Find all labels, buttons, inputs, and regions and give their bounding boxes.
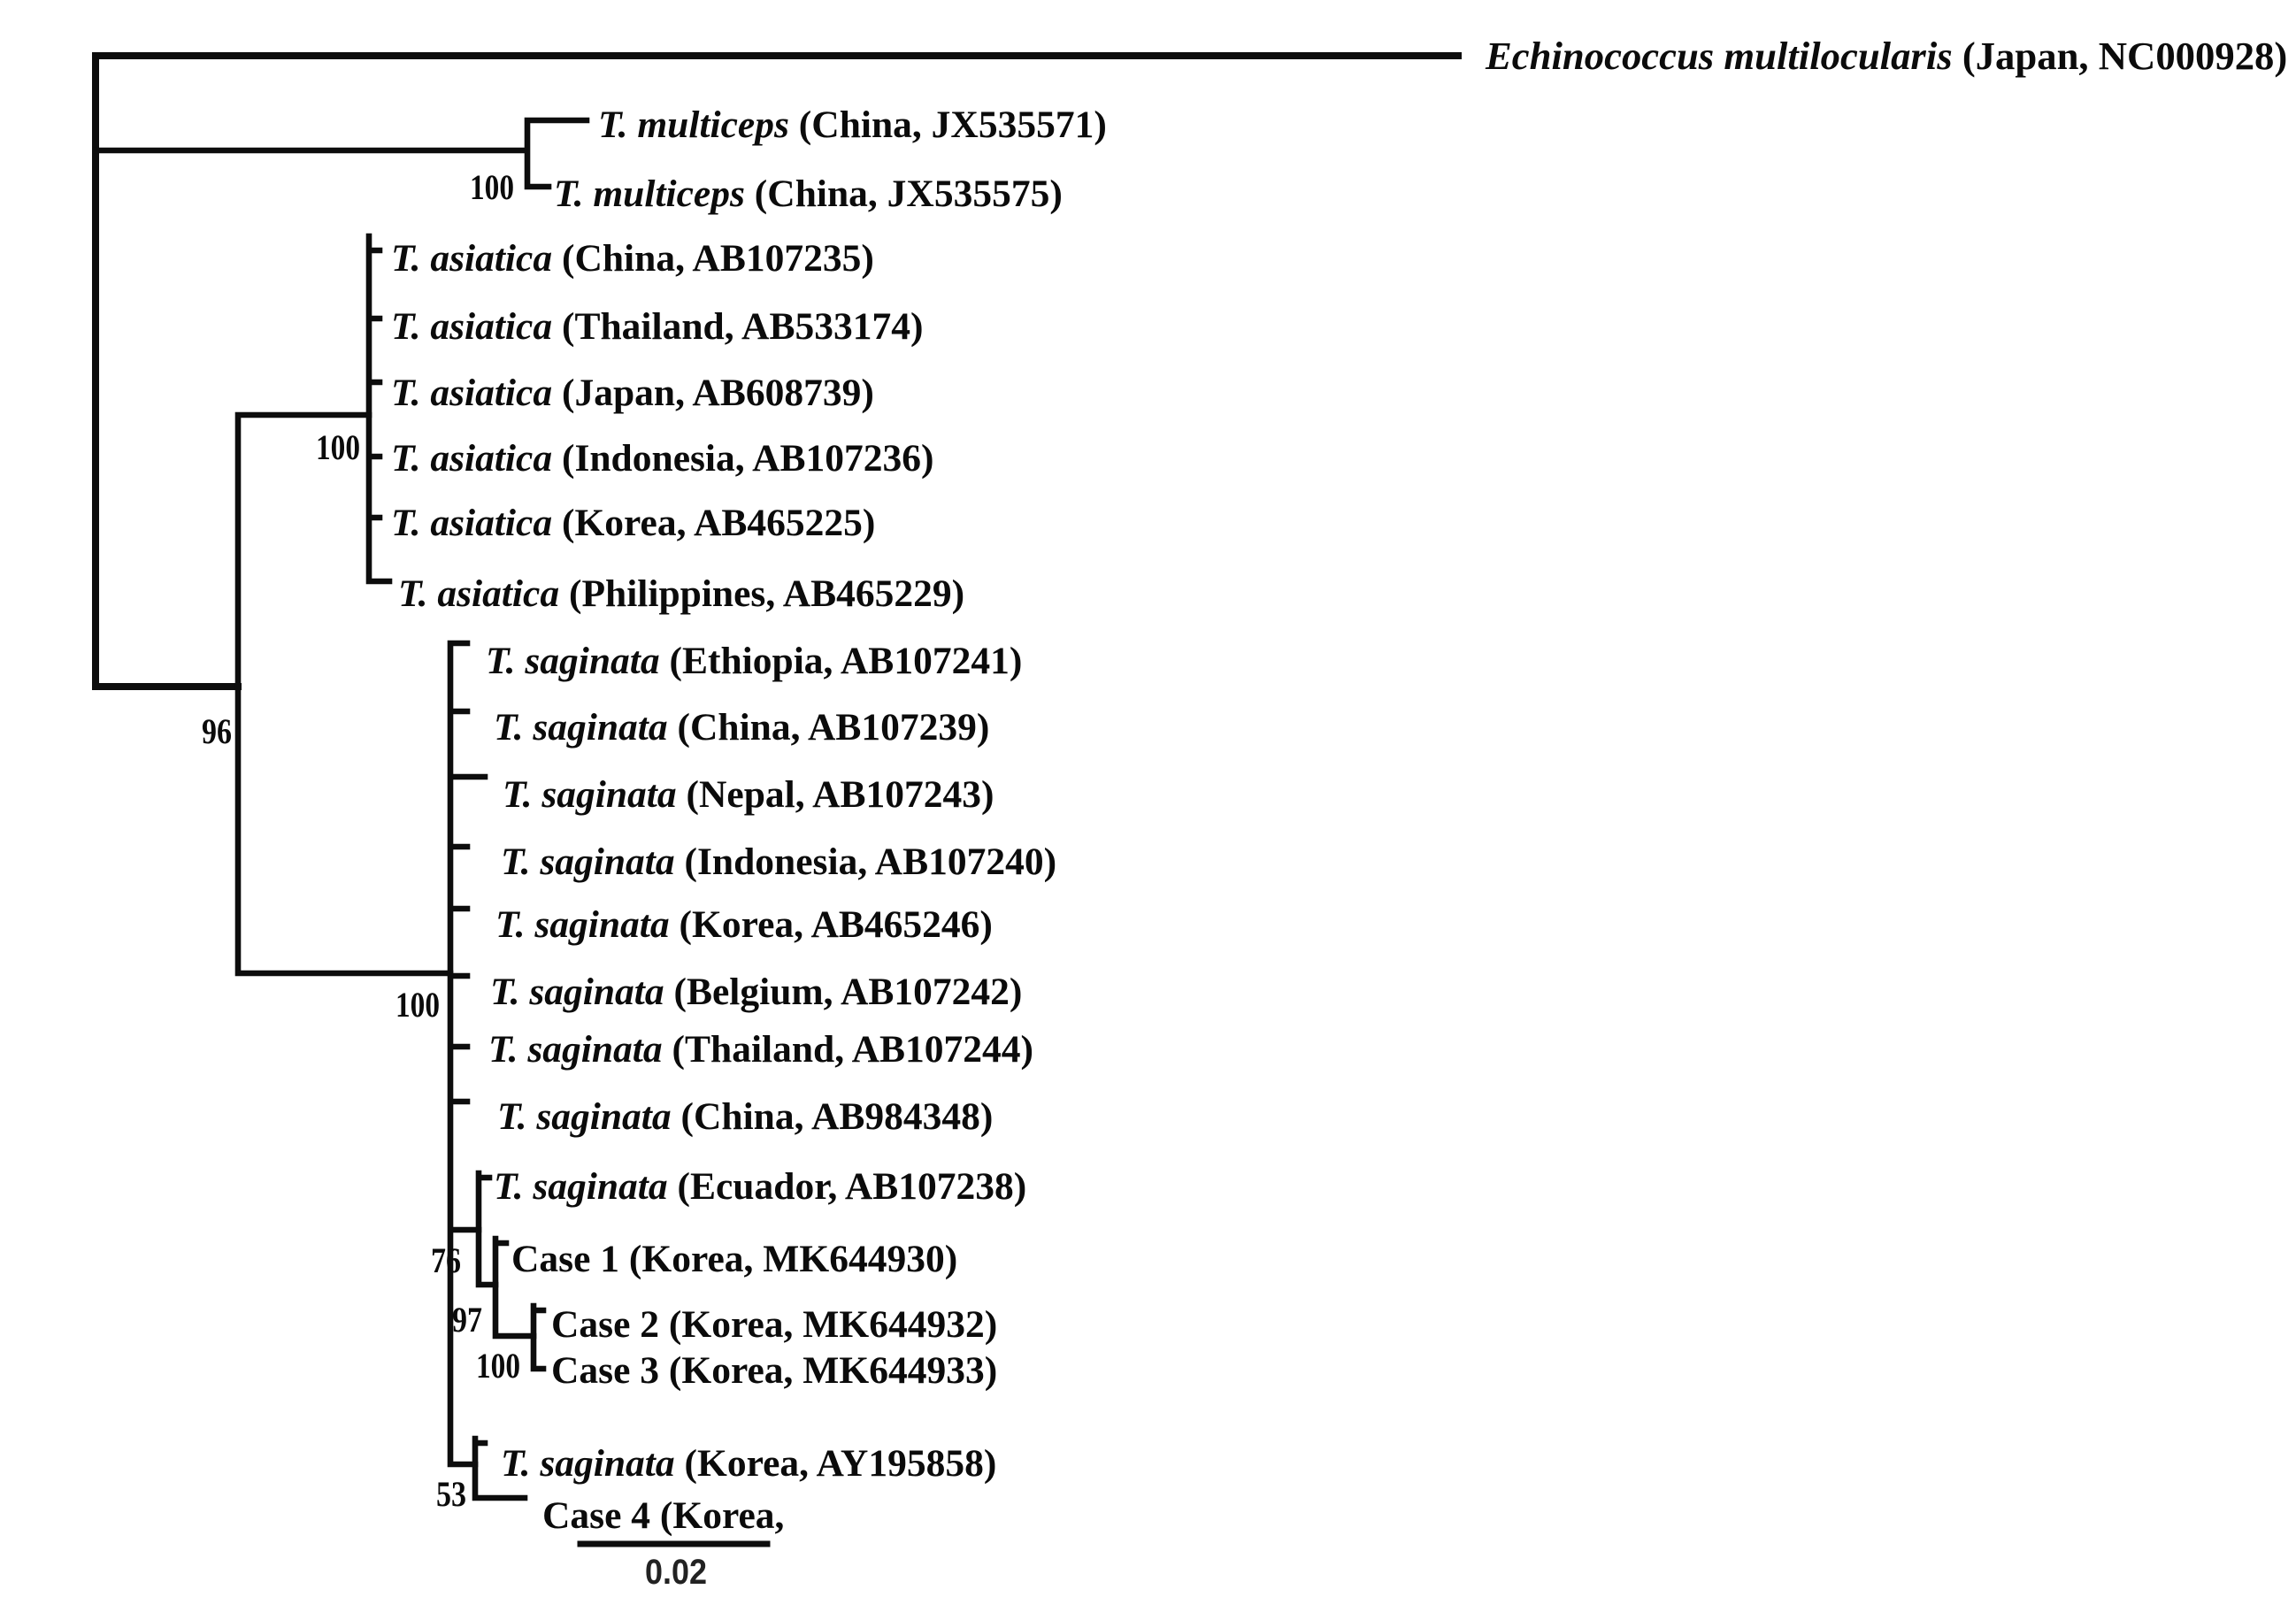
- svg-text:53: 53: [436, 1474, 466, 1514]
- svg-text:T. asiatica (Thailand, AB53317: T. asiatica (Thailand, AB533174): [391, 305, 923, 348]
- svg-text:T. saginata (Ecuador, AB107238: T. saginata (Ecuador, AB107238): [494, 1165, 1026, 1208]
- svg-text:T. saginata (Korea, AY195858): T. saginata (Korea, AY195858): [501, 1442, 996, 1485]
- svg-text:Case 4 (Korea,: Case 4 (Korea,: [542, 1494, 784, 1537]
- svg-text:100: 100: [470, 167, 514, 207]
- svg-text:T. asiatica (Philippines, AB46: T. asiatica (Philippines, AB465229): [398, 572, 964, 615]
- svg-text:Case 1 (Korea, MK644930): Case 1 (Korea, MK644930): [511, 1238, 957, 1280]
- svg-text:T. saginata (Thailand, AB10724: T. saginata (Thailand, AB107244): [488, 1028, 1033, 1071]
- svg-text:T. asiatica (Indonesia, AB1072: T. asiatica (Indonesia, AB107236): [391, 437, 934, 480]
- svg-text:T. saginata (Indonesia, AB1072: T. saginata (Indonesia, AB107240): [501, 841, 1056, 883]
- svg-text:T. saginata (Belgium, AB107242: T. saginata (Belgium, AB107242): [490, 971, 1022, 1013]
- svg-text:100: 100: [395, 985, 440, 1025]
- svg-text:96: 96: [202, 711, 232, 751]
- svg-text:100: 100: [316, 427, 360, 467]
- svg-text:T. asiatica (China, AB107235): T. asiatica (China, AB107235): [391, 237, 874, 280]
- svg-text:T. asiatica (Korea, AB465225): T. asiatica (Korea, AB465225): [391, 502, 875, 544]
- svg-text:T. multiceps (China, JX535571): T. multiceps (China, JX535571): [598, 104, 1107, 146]
- svg-text:Case 3 (Korea, MK644933): Case 3 (Korea, MK644933): [551, 1349, 997, 1392]
- svg-text:T. saginata (Nepal, AB107243): T. saginata (Nepal, AB107243): [503, 773, 994, 816]
- svg-text:T. saginata (China, AB984348): T. saginata (China, AB984348): [497, 1095, 993, 1138]
- svg-text:T. saginata (China, AB107239): T. saginata (China, AB107239): [494, 706, 989, 749]
- svg-text:Echinococcus multilocularis (J: Echinococcus multilocularis (Japan, NC00…: [1485, 34, 2287, 78]
- svg-text:0.02: 0.02: [645, 1553, 707, 1592]
- svg-text:T. asiatica (Japan, AB608739): T. asiatica (Japan, AB608739): [391, 372, 874, 414]
- svg-text:Case 2 (Korea, MK644932): Case 2 (Korea, MK644932): [551, 1303, 997, 1346]
- svg-text:T. saginata (Korea, AB465246): T. saginata (Korea, AB465246): [495, 903, 993, 946]
- svg-text:76: 76: [431, 1240, 461, 1280]
- svg-text:T. multiceps (China, JX535575): T. multiceps (China, JX535575): [554, 173, 1063, 215]
- svg-text:100: 100: [476, 1346, 520, 1386]
- svg-text:T. saginata (Ethiopia, AB10724: T. saginata (Ethiopia, AB107241): [486, 640, 1022, 682]
- svg-text:97: 97: [452, 1300, 482, 1340]
